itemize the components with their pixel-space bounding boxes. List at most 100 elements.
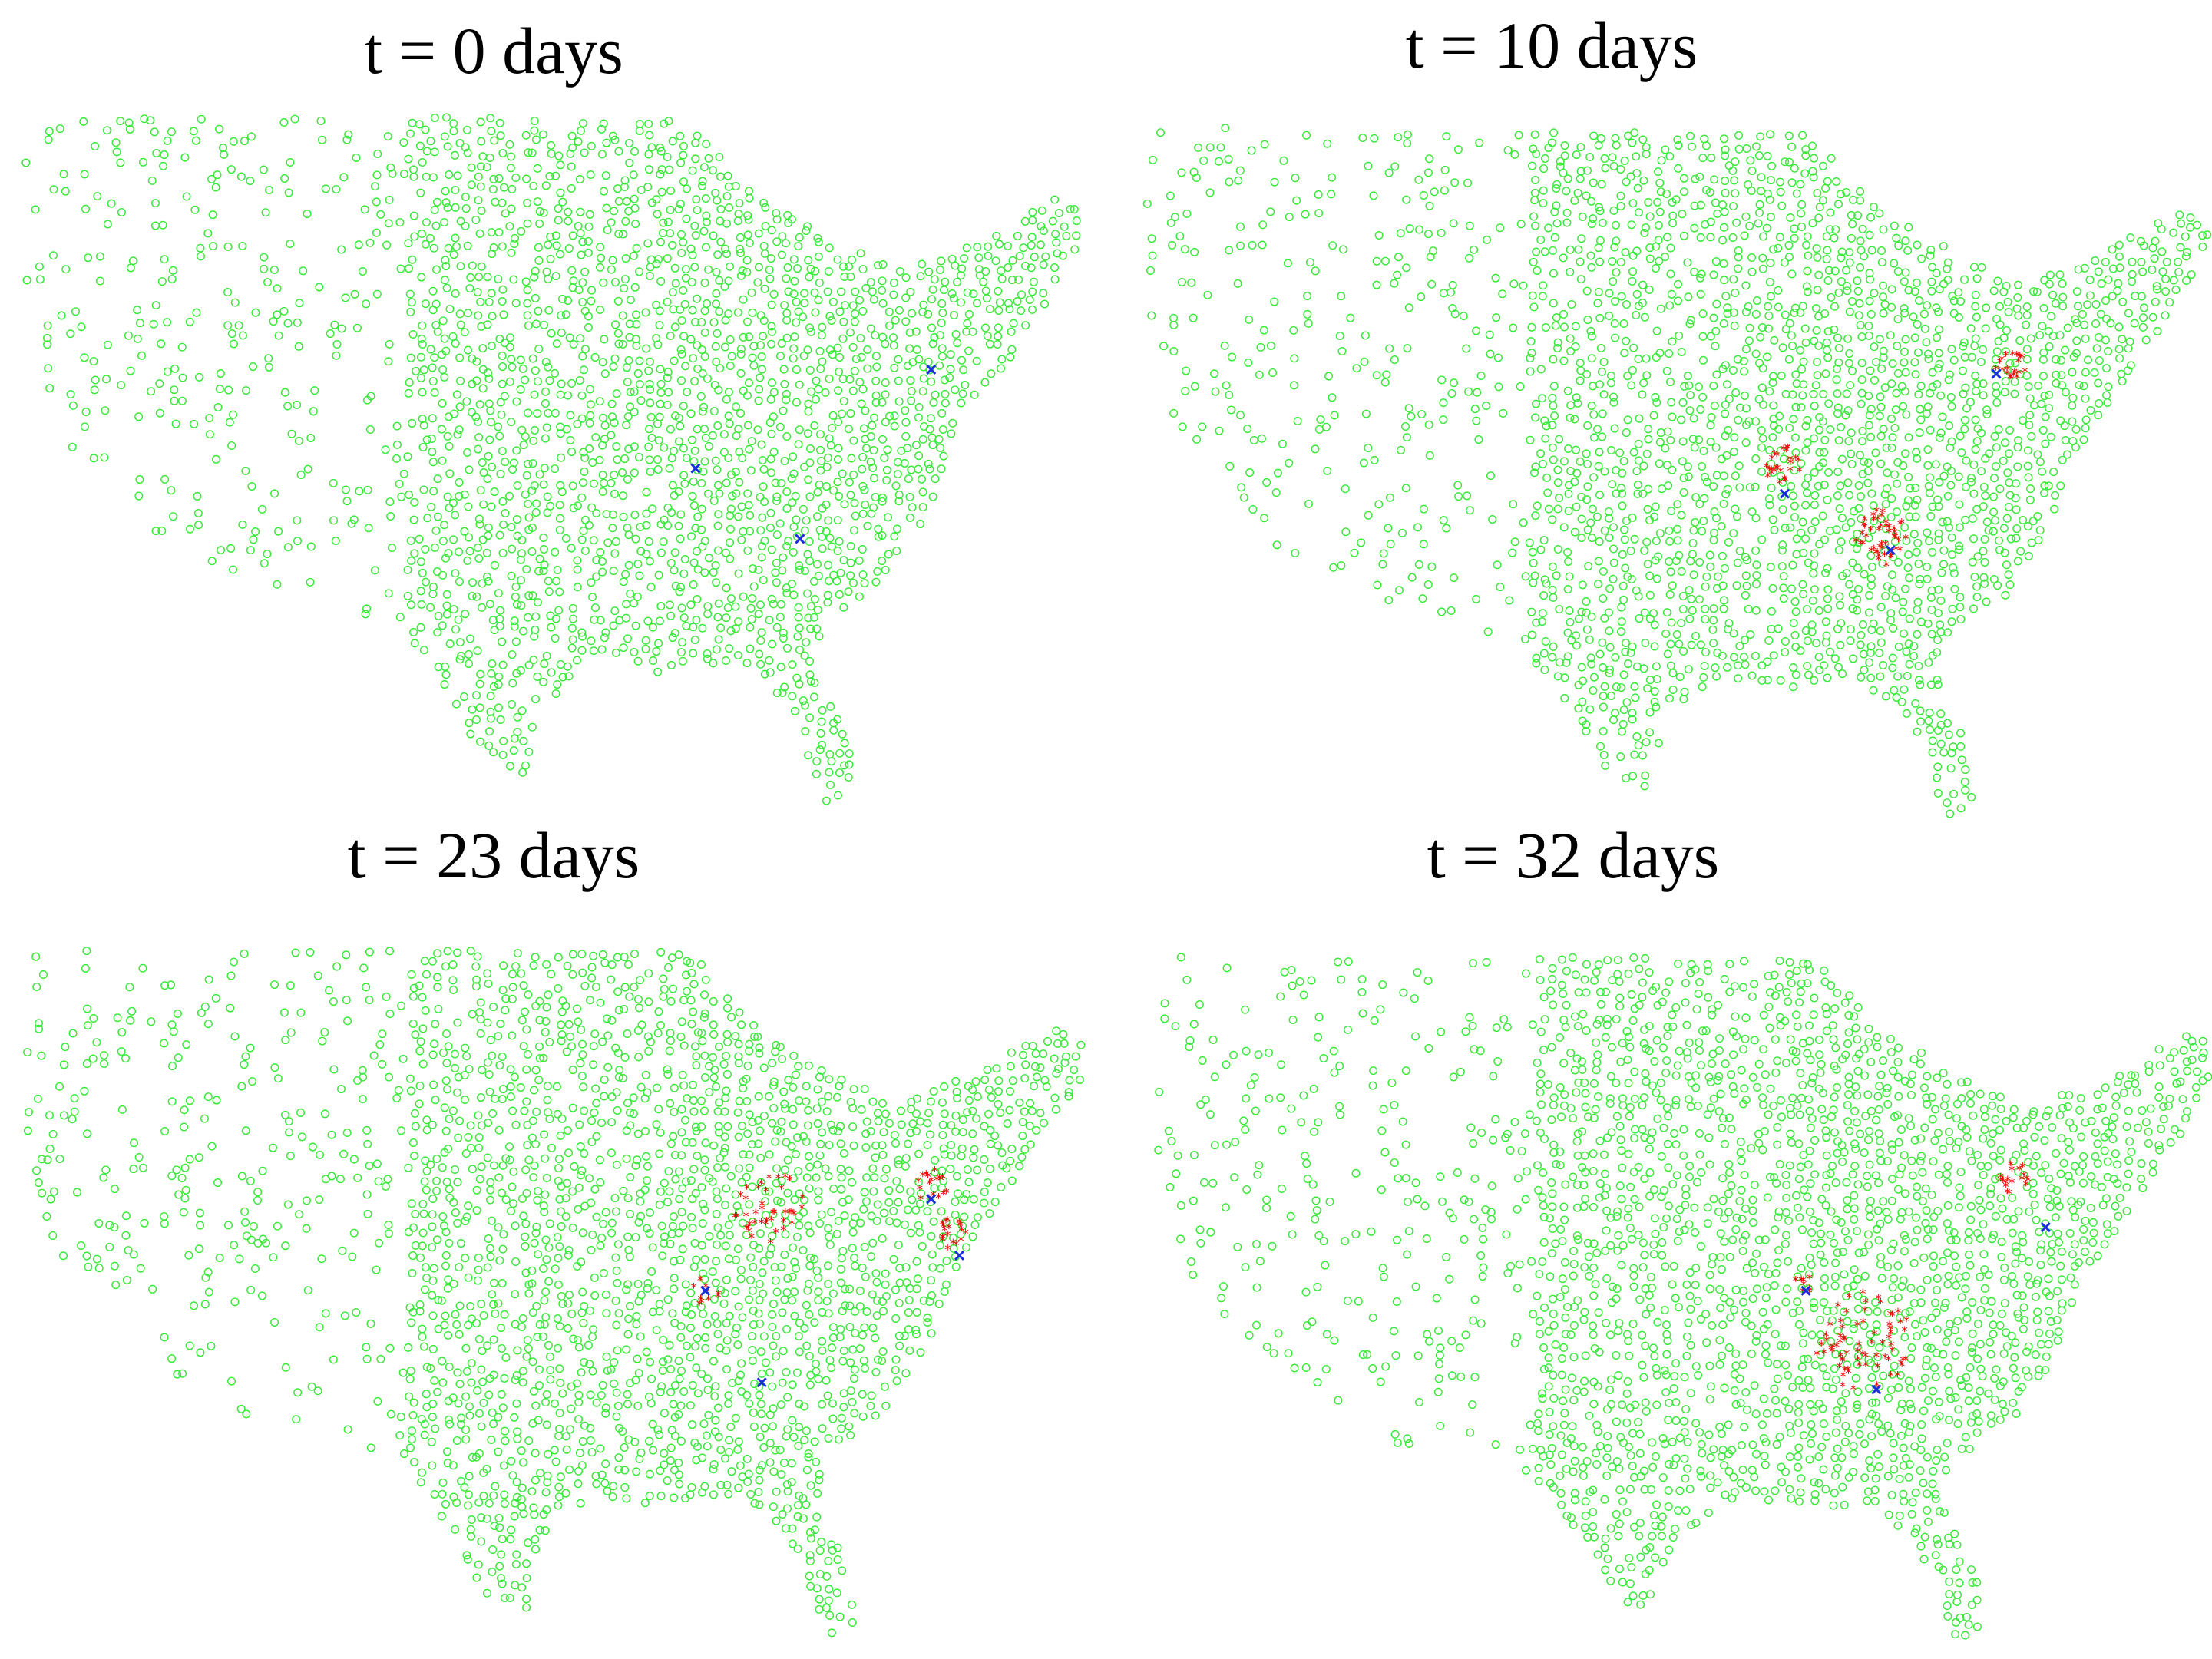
site xyxy=(185,317,194,326)
site xyxy=(713,329,722,338)
site xyxy=(486,418,495,427)
site xyxy=(48,251,58,260)
site xyxy=(567,131,577,140)
site xyxy=(554,216,563,225)
site xyxy=(878,260,888,269)
site xyxy=(782,316,792,325)
site xyxy=(868,287,877,296)
site xyxy=(531,366,540,375)
site xyxy=(941,277,950,286)
site xyxy=(645,379,654,388)
site xyxy=(825,374,834,383)
site xyxy=(610,135,620,144)
site xyxy=(970,390,979,399)
site xyxy=(382,240,392,250)
site xyxy=(945,373,954,382)
site xyxy=(408,255,417,264)
site xyxy=(279,306,289,316)
site xyxy=(656,379,666,388)
site xyxy=(907,396,916,405)
site xyxy=(433,327,442,336)
site xyxy=(332,185,341,194)
site xyxy=(417,334,426,343)
site xyxy=(603,226,612,235)
site xyxy=(794,307,803,316)
site xyxy=(914,413,923,422)
site xyxy=(745,332,754,342)
site xyxy=(645,131,654,140)
site xyxy=(211,183,220,192)
site xyxy=(543,362,553,372)
site xyxy=(584,322,593,332)
site xyxy=(607,399,617,408)
site xyxy=(178,373,187,382)
site xyxy=(203,229,213,238)
site xyxy=(991,256,1000,266)
site xyxy=(919,374,928,383)
site xyxy=(837,287,846,296)
infected-site: * xyxy=(2009,349,2015,363)
site xyxy=(197,114,206,124)
site xyxy=(269,266,279,275)
site xyxy=(792,297,801,306)
site xyxy=(1005,305,1014,314)
site xyxy=(668,240,677,250)
site xyxy=(372,170,382,180)
site xyxy=(152,149,161,158)
site xyxy=(817,331,826,340)
site xyxy=(578,352,587,361)
site xyxy=(530,390,539,399)
site xyxy=(613,329,623,338)
site xyxy=(80,170,89,179)
site xyxy=(485,153,494,162)
site xyxy=(713,196,722,205)
site xyxy=(906,376,915,385)
site xyxy=(644,119,653,128)
site xyxy=(620,182,629,191)
site xyxy=(1029,277,1038,286)
site xyxy=(337,245,346,254)
site xyxy=(950,310,959,320)
site xyxy=(858,385,868,394)
site xyxy=(261,208,270,217)
site xyxy=(787,215,796,224)
infected-site: * xyxy=(1874,547,1880,561)
site xyxy=(969,289,978,299)
site xyxy=(599,413,608,422)
site xyxy=(342,135,352,144)
site xyxy=(621,216,630,226)
site xyxy=(815,347,825,356)
site xyxy=(490,136,499,145)
site xyxy=(614,147,623,156)
site xyxy=(399,170,408,179)
site xyxy=(428,414,437,423)
site xyxy=(960,254,969,263)
site xyxy=(455,309,465,319)
site xyxy=(260,253,269,262)
site xyxy=(712,299,721,309)
site xyxy=(552,241,561,250)
site xyxy=(551,408,560,418)
site xyxy=(205,414,214,423)
site xyxy=(871,352,881,361)
site xyxy=(803,345,812,355)
site xyxy=(279,117,289,127)
site xyxy=(660,119,669,128)
site xyxy=(630,203,640,213)
site xyxy=(716,204,726,214)
site xyxy=(679,237,688,247)
site xyxy=(170,364,180,373)
site xyxy=(856,249,865,258)
site xyxy=(45,384,55,393)
site xyxy=(726,335,735,344)
site xyxy=(749,361,759,370)
site xyxy=(463,309,473,318)
site xyxy=(724,388,733,397)
site xyxy=(825,243,834,253)
site xyxy=(295,299,304,308)
site xyxy=(901,406,910,415)
site xyxy=(963,319,972,328)
site xyxy=(410,232,419,241)
site xyxy=(477,207,486,216)
